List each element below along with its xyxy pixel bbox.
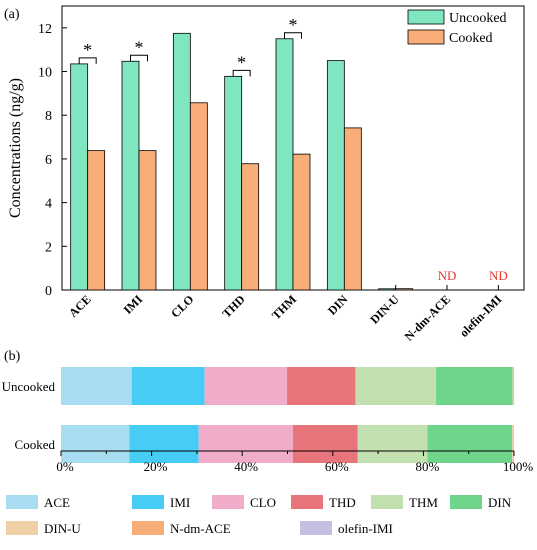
x-tick-label: 60% [325, 459, 349, 474]
bar-cooked-din [343, 127, 362, 291]
x-tick-label: 80% [415, 459, 439, 474]
segment-cooked-clo [198, 425, 293, 463]
x-tick-label: CLO [168, 292, 196, 320]
significance-marker: * [237, 52, 246, 72]
panel-a-label: (a) [4, 7, 20, 22]
bar-uncooked-imi [121, 60, 140, 291]
segment-cooked-thm [357, 425, 428, 463]
segment-uncooked-olefin-imi [513, 367, 514, 405]
legend-swatch-olefin-imi [300, 521, 332, 535]
segment-uncooked-clo [204, 367, 288, 405]
y-tick-label: 2 [45, 240, 52, 255]
x-tick-label: DIN [325, 292, 351, 318]
legend-swatch-din-u [6, 521, 38, 535]
bar-uncooked-din-u [378, 288, 397, 291]
bar-cooked-din-u [395, 288, 414, 291]
y-tick-label: 0 [45, 284, 52, 299]
segment-cooked-olefin-imi [513, 425, 514, 463]
significance-marker: * [83, 40, 92, 60]
segment-cooked-din [427, 425, 513, 463]
bar-cooked-thm [292, 153, 311, 291]
legend-label-thd: THD [329, 495, 356, 510]
legend-label-thm: THM [409, 495, 438, 510]
bar-cooked-thd [241, 163, 260, 291]
not-detected-label: ND [438, 268, 457, 283]
legend-swatch-thm [371, 495, 403, 509]
legend-label-din-u: DIN-U [44, 521, 81, 536]
x-tick-label: N-dm-ACE [402, 292, 453, 343]
legend-swatch-uncooked [407, 9, 445, 25]
legend-label-din: DIN [488, 495, 512, 510]
bar-uncooked-thd [224, 75, 243, 291]
legend-label-n-dm-ace: N-dm-ACE [170, 521, 231, 536]
y-tick-label: 4 [45, 197, 52, 212]
x-tick-label: olefin-IMI [457, 292, 505, 340]
bar-uncooked-clo [172, 32, 191, 291]
legend-swatch-din [450, 495, 482, 509]
row-label: Uncooked [2, 379, 56, 394]
segment-cooked-din-u [512, 425, 514, 463]
significance-bracket [232, 69, 251, 77]
x-tick-label: 20% [144, 459, 168, 474]
x-tick-label: IMI [121, 292, 146, 317]
bar-uncooked-ace [70, 63, 89, 291]
significance-marker: * [135, 37, 144, 57]
x-tick-label: 40% [234, 459, 258, 474]
legend-swatch-imi [132, 495, 164, 509]
bar-uncooked-thm [275, 38, 294, 291]
legend-label-clo: CLO [250, 495, 276, 510]
legend-swatch-ace [6, 495, 38, 509]
y-tick-label: 6 [45, 153, 52, 168]
x-tick-label: DIN-U [367, 292, 402, 327]
segment-uncooked-imi [131, 367, 205, 405]
y-tick-label: 12 [38, 22, 52, 37]
panel-a-bar-chart: (a) 0 2 4 6 8 10 12 Concentrations (ng/g) ACE IMI C… [4, 5, 525, 344]
x-tick-label: THD [219, 292, 248, 321]
legend-label-ace: ACE [44, 495, 70, 510]
significance-bracket [130, 54, 148, 62]
y-tick-label: 8 [45, 109, 52, 124]
segment-uncooked-ace [61, 367, 132, 405]
legend-swatch-cooked [407, 29, 445, 45]
y-tick-label: 10 [38, 66, 52, 81]
x-tick-label: 0% [56, 459, 74, 474]
legend-label-cooked: Cooked [449, 31, 493, 46]
y-axis-label: Concentrations (ng/g) [7, 78, 24, 218]
legend-swatch-clo [212, 495, 244, 509]
legend-label-uncooked: Uncooked [449, 11, 507, 26]
significance-marker: * [289, 15, 298, 35]
bar-cooked-imi [138, 150, 157, 291]
segment-cooked-imi [129, 425, 199, 463]
significance-bracket [284, 32, 302, 39]
legend-label-olefin-imi: olefin-IMI [338, 521, 393, 536]
segment-cooked-ace [61, 425, 130, 463]
bar-cooked-ace [87, 150, 106, 291]
segment-uncooked-thm [355, 367, 437, 405]
bar-cooked-clo [189, 102, 208, 291]
panel-b-label: (b) [4, 349, 21, 364]
legend-swatch-n-dm-ace [132, 521, 164, 535]
segment-uncooked-din [436, 367, 513, 405]
x-tick-label: THM [269, 292, 299, 322]
significance-bracket [78, 57, 97, 64]
row-label: Cooked [15, 437, 56, 452]
segment-cooked-thd [292, 425, 358, 463]
segment-uncooked-thd [287, 367, 356, 405]
x-tick-label: ACE [66, 292, 94, 320]
legend-label-imi: IMI [170, 495, 190, 510]
x-tick-label: 100% [503, 459, 534, 474]
bar-uncooked-din [326, 60, 345, 291]
legend-swatch-thd [291, 495, 323, 509]
not-detected-label: ND [489, 268, 508, 283]
